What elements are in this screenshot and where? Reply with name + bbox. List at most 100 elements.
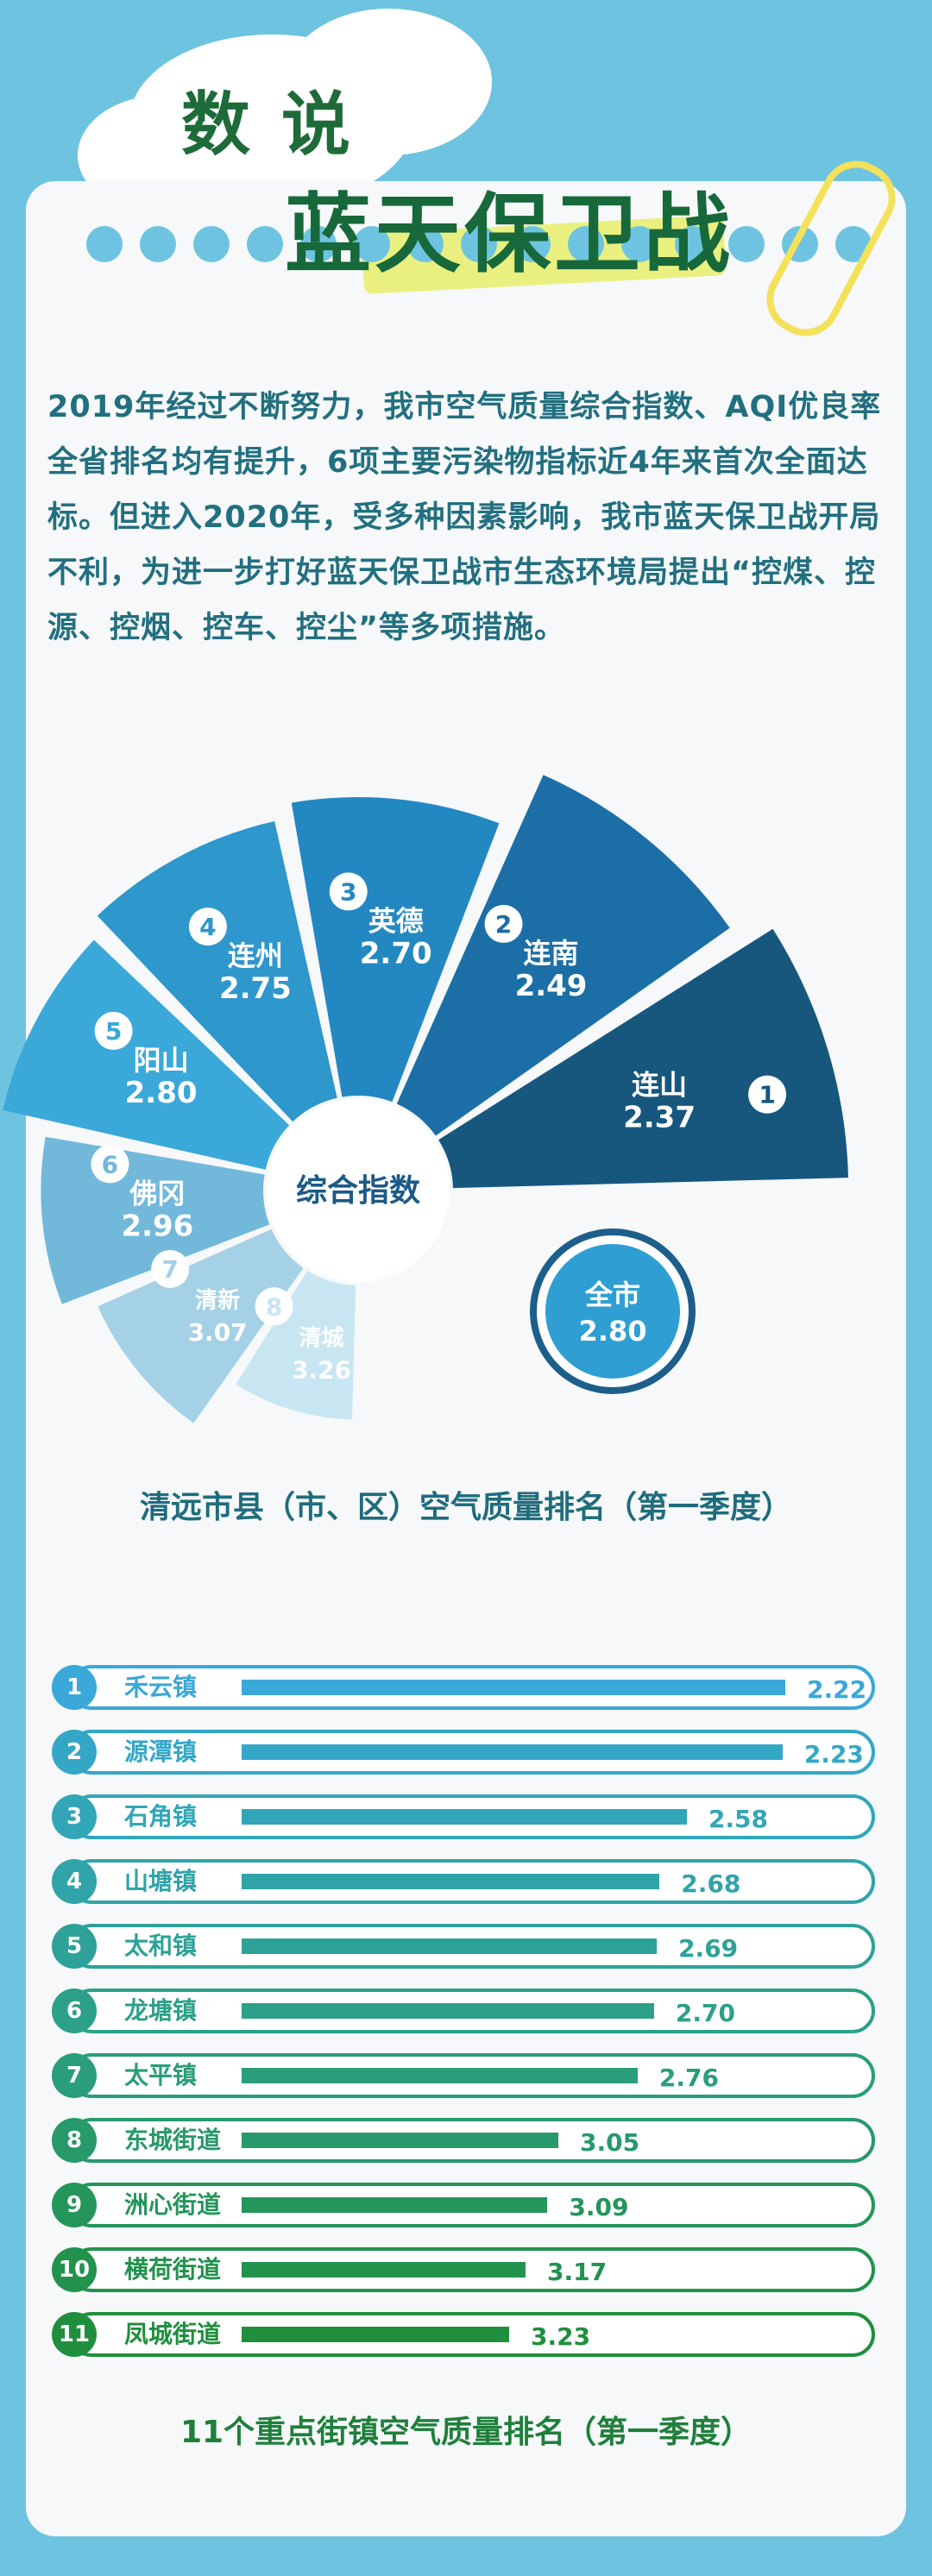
bar-label: 太和镇 (124, 1932, 198, 1960)
fan-label-value: 2.70 (360, 936, 432, 971)
fan-rank-badge (188, 908, 227, 946)
bar (242, 1809, 687, 1825)
bar-label: 太平镇 (124, 2061, 198, 2089)
fan-label-name: 清新 (195, 1287, 240, 1314)
fan-label-value: 2.49 (515, 969, 588, 1003)
bar-row: 7 太平镇 2.76 (52, 2053, 887, 2098)
bar-value: 2.58 (708, 1805, 769, 1833)
fan-label-value: 2.37 (623, 1101, 696, 1135)
fan-label-name: 连山 (632, 1069, 687, 1102)
fan-rank-badge (94, 1011, 133, 1050)
fan-center-disc (267, 1099, 450, 1282)
binder-hole (193, 226, 230, 262)
fan-rank-number: 7 (161, 1255, 178, 1284)
bar-label: 山塘镇 (124, 1867, 198, 1895)
bar-value: 3.09 (569, 2193, 629, 2221)
bar-row: 3 石角镇 2.58 (52, 1794, 887, 1839)
fan-rank-badge (255, 1287, 293, 1326)
bar-row: 2 源潭镇 2.23 (52, 1730, 887, 1775)
fan-label-value: 2.75 (219, 971, 292, 1006)
fan-segment-清新 (98, 1228, 304, 1423)
bar-value: 3.05 (580, 2128, 640, 2157)
bar-label: 洲心街道 (124, 2190, 222, 2219)
bar-value: 2.23 (803, 1740, 864, 1769)
bar-value: 3.17 (547, 2258, 608, 2286)
bar-rank: 9 (52, 2183, 97, 2227)
bar-value: 2.68 (681, 1869, 741, 1898)
binder-hole (514, 226, 551, 262)
bar-value: 2.69 (678, 1934, 739, 1963)
bar-rank: 10 (52, 2247, 97, 2292)
bar-label: 龙塘镇 (124, 1996, 198, 2025)
header-line2: 蓝天保卫战 (285, 184, 734, 285)
bar (242, 2197, 548, 2213)
header-line1: 数 说 (181, 85, 354, 165)
overall-value: 2.80 (579, 1315, 647, 1348)
binder-hole (140, 226, 176, 262)
bar (242, 2068, 638, 2083)
binder-hole (407, 226, 444, 262)
binder-hole (675, 226, 711, 262)
fan-label-name: 英德 (368, 904, 424, 937)
bar-rank: 3 (52, 1794, 97, 1839)
bar-label: 东城街道 (124, 2126, 222, 2154)
bar-rank: 1 (52, 1665, 97, 1710)
binder-hole (86, 226, 123, 262)
fan-segment-连山 (438, 928, 849, 1189)
bar-row: 11 凤城街道 3.23 (52, 2312, 887, 2357)
binder-hole (621, 226, 658, 262)
fan-segment-阳山 (3, 939, 290, 1170)
bar-label: 禾云镇 (124, 1673, 198, 1701)
binder-hole (782, 226, 818, 262)
binder-hole (728, 226, 765, 262)
fan-rank-number: 2 (495, 910, 512, 939)
fan-rank-number: 4 (199, 913, 216, 941)
bar-label: 石角镇 (124, 1802, 198, 1831)
fan-segment-连南 (396, 775, 730, 1136)
bar-row: 1 禾云镇 2.22 (52, 1665, 887, 1710)
fan-rank-badge (484, 904, 523, 943)
binder-hole (461, 226, 497, 262)
bar-row: 5 太和镇 2.69 (52, 1924, 887, 1969)
bar (242, 2327, 509, 2342)
bar-row: 9 洲心街道 3.09 (52, 2183, 887, 2227)
bar (242, 1680, 785, 1695)
fan-rank-number: 6 (102, 1150, 118, 1178)
bar-rank: 6 (52, 1989, 97, 2033)
fan-label-name: 清城 (299, 1325, 344, 1351)
overall-disc (545, 1244, 680, 1379)
bar-rank: 4 (52, 1859, 97, 1904)
binder-hole (300, 226, 337, 262)
bar-label: 凤城街道 (124, 2320, 222, 2348)
fan-rank-number: 3 (340, 877, 356, 906)
fan-chart: 连山2.371连南2.492英德2.703连州2.754阳山2.805佛冈2.9… (3, 775, 849, 1423)
fan-rank-number: 5 (105, 1017, 122, 1046)
bar-label: 横荷街道 (124, 2255, 222, 2284)
bar-row: 4 山塘镇 2.68 (52, 1859, 887, 1904)
bar-value: 2.70 (675, 1999, 735, 2027)
bar-value: 2.22 (807, 1675, 867, 1704)
fan-label-name: 佛冈 (129, 1177, 185, 1209)
bar (242, 2262, 526, 2278)
intro-paragraph: 2019年经过不断努力，我市空气质量综合指数、AQI优良率全省排名均有提升，6项… (47, 390, 882, 645)
fan-label-value: 3.26 (292, 1355, 351, 1384)
fan-rank-badge (329, 872, 368, 911)
bar-rank: 11 (52, 2312, 97, 2357)
overall-label: 全市 (584, 1279, 640, 1311)
fan-rank-badge (151, 1249, 190, 1288)
bar-rank: 7 (52, 2053, 97, 2098)
bar (242, 2003, 654, 2019)
bar-value: 3.23 (531, 2322, 591, 2351)
binder-hole (354, 226, 390, 262)
binder-hole (835, 226, 872, 262)
bar-rank: 5 (52, 1924, 97, 1969)
fan-chart-title: 清远市县（市、区）空气质量排名（第一季度） (139, 1490, 792, 1525)
town-chart-title: 11个重点街镇空气质量排名（第一季度） (179, 2415, 753, 2450)
fan-rank-number: 1 (759, 1081, 775, 1109)
binder-hole (568, 226, 604, 262)
bar-row: 10 横荷街道 3.17 (52, 2247, 887, 2292)
binder-hole (247, 226, 283, 262)
bar-track (69, 2118, 875, 2163)
fan-label-name: 连州 (228, 939, 283, 972)
bar (242, 1938, 658, 1954)
